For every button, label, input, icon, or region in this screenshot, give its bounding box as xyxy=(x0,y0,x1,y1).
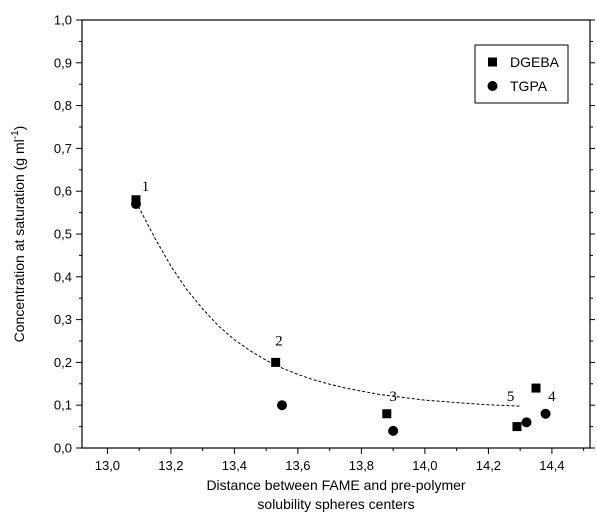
y-tick-label: 0,0 xyxy=(54,441,72,456)
data-points xyxy=(130,195,551,436)
point-labels: 1 2 3 4 5 xyxy=(142,179,556,405)
point-label: 4 xyxy=(548,389,556,405)
y-tick-label: 0,1 xyxy=(54,398,72,413)
point-label: 1 xyxy=(142,179,150,195)
y-tick-label: 0,8 xyxy=(54,98,72,113)
y-tick-label: 1,0 xyxy=(54,13,72,28)
y-axis-label: Concentration at saturation (g ml-1) xyxy=(10,126,27,343)
x-axis-label: solubility spheres centers xyxy=(257,496,414,512)
axes: 0,0 0,1 0,2 0,3 0,4 0,5 0,6 0,7 0,8 0,9 1,0 13,0 13,… xyxy=(10,13,595,512)
data-point-tgpa xyxy=(540,408,551,419)
point-label: 2 xyxy=(275,333,283,349)
legend-label-tgpa: TGPA xyxy=(510,78,548,94)
data-point-tgpa xyxy=(130,199,141,210)
data-point-tgpa xyxy=(277,400,288,411)
point-label: 3 xyxy=(389,389,397,405)
x-tick-label: 14,2 xyxy=(476,458,501,473)
x-tick-label: 13,8 xyxy=(349,458,374,473)
y-tick-label: 0,3 xyxy=(54,312,72,327)
data-point-dgeba xyxy=(271,357,281,367)
data-point-tgpa xyxy=(388,425,399,436)
x-axis-label: Distance between FAME and pre-polymer xyxy=(206,477,465,493)
x-tick-label: 13,2 xyxy=(158,458,183,473)
data-point-dgeba xyxy=(512,422,522,432)
legend: DGEBA TGPA xyxy=(474,44,569,104)
x-tick-label: 13,4 xyxy=(222,458,247,473)
x-tick-label: 14,0 xyxy=(412,458,437,473)
point-label: 5 xyxy=(507,389,515,405)
trend-curve xyxy=(135,201,521,407)
y-tick-label: 0,9 xyxy=(54,55,72,70)
y-tick-label: 0,5 xyxy=(54,227,72,242)
data-point-dgeba xyxy=(531,383,541,393)
x-tick-label: 13,0 xyxy=(95,458,120,473)
y-tick-label: 0,2 xyxy=(54,355,72,370)
legend-box xyxy=(474,44,569,104)
data-point-tgpa xyxy=(521,417,532,428)
y-tick-label: 0,6 xyxy=(54,184,72,199)
y-tick-label: 0,7 xyxy=(54,141,72,156)
x-tick-label: 14,4 xyxy=(539,458,564,473)
data-point-dgeba xyxy=(382,409,392,419)
x-tick-label: 13,6 xyxy=(285,458,310,473)
legend-label-dgeba: DGEBA xyxy=(510,54,560,70)
legend-marker-dgeba xyxy=(488,57,497,67)
y-tick-label: 0,4 xyxy=(54,269,72,284)
legend-marker-tgpa xyxy=(487,81,498,91)
trend-curve-layer xyxy=(135,201,521,407)
